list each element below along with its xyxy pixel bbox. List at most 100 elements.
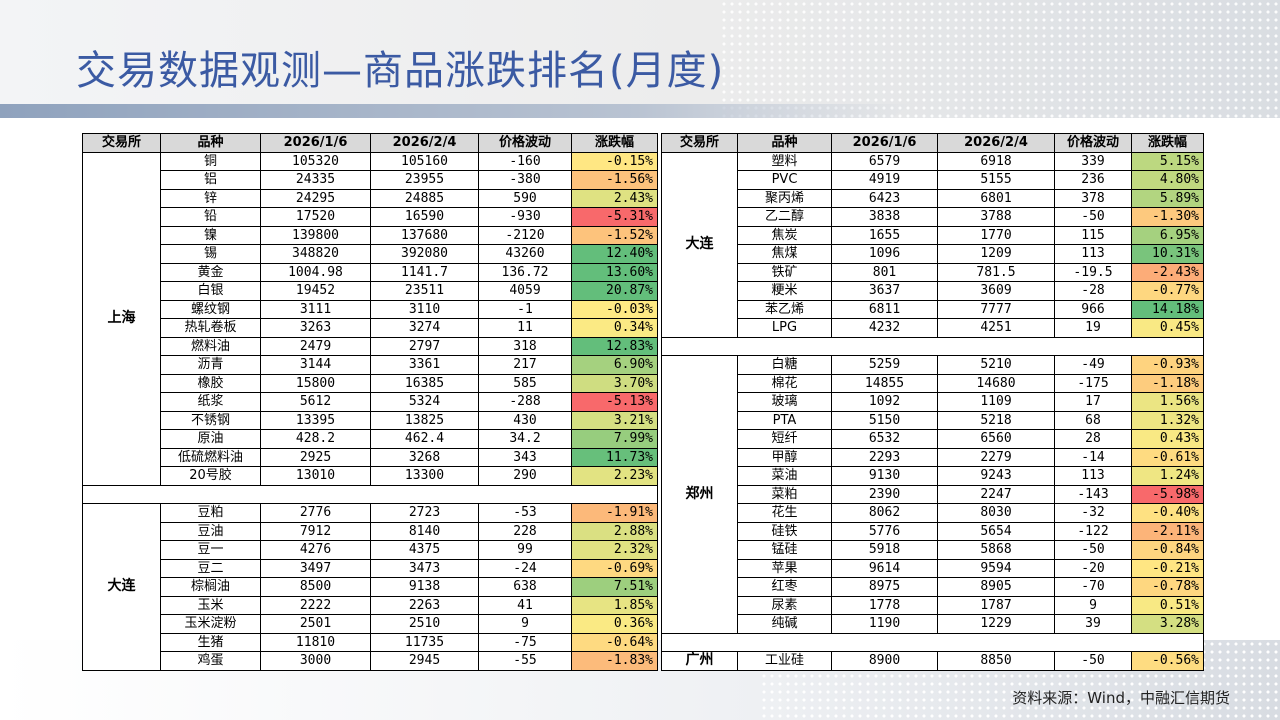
table-row: 菜粕 2390 2247 -143 -5.98%	[662, 484, 1204, 504]
price-change-cell: -930	[478, 207, 572, 227]
pct-change-cell: 7.51%	[571, 577, 658, 597]
variety-cell: 生猪	[160, 632, 261, 652]
price-start-cell: 1096	[831, 244, 938, 264]
price-change-cell: -24	[478, 558, 572, 578]
pct-change-cell: -5.13%	[571, 392, 658, 412]
pct-change-cell: 6.90%	[571, 355, 658, 375]
price-end-cell: 13825	[370, 410, 479, 430]
price-start-cell: 2390	[831, 484, 938, 504]
price-start-cell: 6811	[831, 299, 938, 319]
separator-cell	[82, 484, 658, 504]
pct-change-cell: -1.56%	[571, 170, 658, 190]
table-row: 甲醇 2293 2279 -14 -0.61%	[662, 447, 1204, 467]
table-row: 焦煤 1096 1209 113 10.31%	[662, 244, 1204, 264]
table-row: 生猪 11810 11735 -75 -0.64%	[83, 632, 658, 652]
price-end-cell: 5324	[370, 392, 479, 412]
pct-change-cell: 0.45%	[1131, 318, 1204, 338]
price-change-cell: -19.5	[1054, 262, 1132, 282]
price-start-cell: 105320	[260, 151, 371, 171]
table-row: 玻璃 1092 1109 17 1.56%	[662, 392, 1204, 412]
pct-change-cell: 11.73%	[571, 447, 658, 467]
table-row: 粳米 3637 3609 -28 -0.77%	[662, 281, 1204, 301]
price-change-cell: 638	[478, 577, 572, 597]
price-change-cell: 966	[1054, 299, 1132, 319]
price-end-cell: 13300	[370, 466, 479, 486]
price-start-cell: 2479	[260, 336, 371, 356]
variety-cell: 焦炭	[737, 225, 832, 245]
price-end-cell: 2510	[370, 614, 479, 634]
table-row: 短纤 6532 6560 28 0.43%	[662, 429, 1204, 449]
price-end-cell: 9594	[937, 558, 1055, 578]
table-row: 大连 豆粕 2776 2723 -53 -1.91%	[82, 503, 658, 671]
pct-change-cell: -1.30%	[1131, 207, 1204, 227]
price-end-cell: 2279	[937, 447, 1055, 467]
price-change-cell: 41	[478, 595, 572, 615]
price-end-cell: 9243	[937, 466, 1055, 486]
header-price-change: 价格波动	[1054, 133, 1132, 153]
price-change-cell: -14	[1054, 447, 1132, 467]
price-change-cell: 590	[478, 188, 572, 208]
price-end-cell: 23955	[370, 170, 479, 190]
pct-change-cell: -1.18%	[1131, 373, 1204, 393]
table-row: 硅铁 5776 5654 -122 -2.11%	[662, 521, 1204, 541]
pct-change-cell: -0.93%	[1131, 355, 1204, 375]
price-change-cell: -143	[1054, 484, 1132, 504]
table-row: 棕榈油 8500 9138 638 7.51%	[83, 577, 658, 597]
pct-change-cell: -0.78%	[1131, 577, 1204, 597]
price-change-cell: -75	[478, 632, 572, 652]
price-end-cell: 4375	[370, 540, 479, 560]
price-change-cell: -175	[1054, 373, 1132, 393]
price-change-cell: 115	[1054, 225, 1132, 245]
price-change-cell: 113	[1054, 466, 1132, 486]
variety-cell: 菜油	[737, 466, 832, 486]
title-underline	[0, 104, 910, 118]
price-change-cell: -1	[478, 299, 572, 319]
price-end-cell: 2723	[370, 503, 479, 523]
header-exchange: 交易所	[661, 133, 738, 153]
price-change-cell: 378	[1054, 188, 1132, 208]
price-change-cell: 9	[1054, 595, 1132, 615]
table-row: 白银 19452 23511 4059 20.87%	[83, 281, 658, 301]
pct-change-cell: -0.03%	[571, 299, 658, 319]
table-row: 广州 工业硅 8900 8850 -50 -0.56%	[661, 651, 1204, 671]
price-start-cell: 2501	[260, 614, 371, 634]
header-variety: 品种	[737, 133, 832, 153]
price-end-cell: 5155	[937, 170, 1055, 190]
table-row: 黄金 1004.98 1141.7 136.72 13.60%	[83, 262, 658, 282]
price-change-cell: 339	[1054, 151, 1132, 171]
variety-cell: 铅	[160, 207, 261, 227]
variety-cell: 聚丙烯	[737, 188, 832, 208]
table-row: 花生 8062 8030 -32 -0.40%	[662, 503, 1204, 523]
variety-cell: 硅铁	[737, 521, 832, 541]
price-start-cell: 3144	[260, 355, 371, 375]
price-start-cell: 24335	[260, 170, 371, 190]
pct-change-cell: 1.56%	[1131, 392, 1204, 412]
price-start-cell: 2293	[831, 447, 938, 467]
variety-cell: 纯碱	[737, 614, 832, 634]
price-start-cell: 3637	[831, 281, 938, 301]
price-end-cell: 3268	[370, 447, 479, 467]
variety-cell: 螺纹钢	[160, 299, 261, 319]
price-end-cell: 1141.7	[370, 262, 479, 282]
variety-cell: 花生	[737, 503, 832, 523]
price-start-cell: 428.2	[260, 429, 371, 449]
variety-cell: 鸡蛋	[160, 651, 261, 671]
price-start-cell: 17520	[260, 207, 371, 227]
header-dot-pattern	[720, 0, 1280, 118]
price-end-cell: 781.5	[937, 262, 1055, 282]
variety-cell: 焦煤	[737, 244, 832, 264]
price-change-cell: -49	[1054, 355, 1132, 375]
table-row: 焦炭 1655 1770 115 6.95%	[662, 225, 1204, 245]
table-row: 豆油 7912 8140 228 2.88%	[83, 521, 658, 541]
header-variety: 品种	[160, 133, 261, 153]
table-row: 乙二醇 3838 3788 -50 -1.30%	[662, 207, 1204, 227]
table-row: 玉米淀粉 2501 2510 9 0.36%	[83, 614, 658, 634]
price-end-cell: 8850	[937, 651, 1055, 671]
price-change-cell: 19	[1054, 318, 1132, 338]
price-end-cell: 392080	[370, 244, 479, 264]
variety-cell: 棕榈油	[160, 577, 261, 597]
price-end-cell: 11735	[370, 632, 479, 652]
price-start-cell: 1092	[831, 392, 938, 412]
table-row: 玉米 2222 2263 41 1.85%	[83, 595, 658, 615]
price-change-cell: -50	[1054, 540, 1132, 560]
